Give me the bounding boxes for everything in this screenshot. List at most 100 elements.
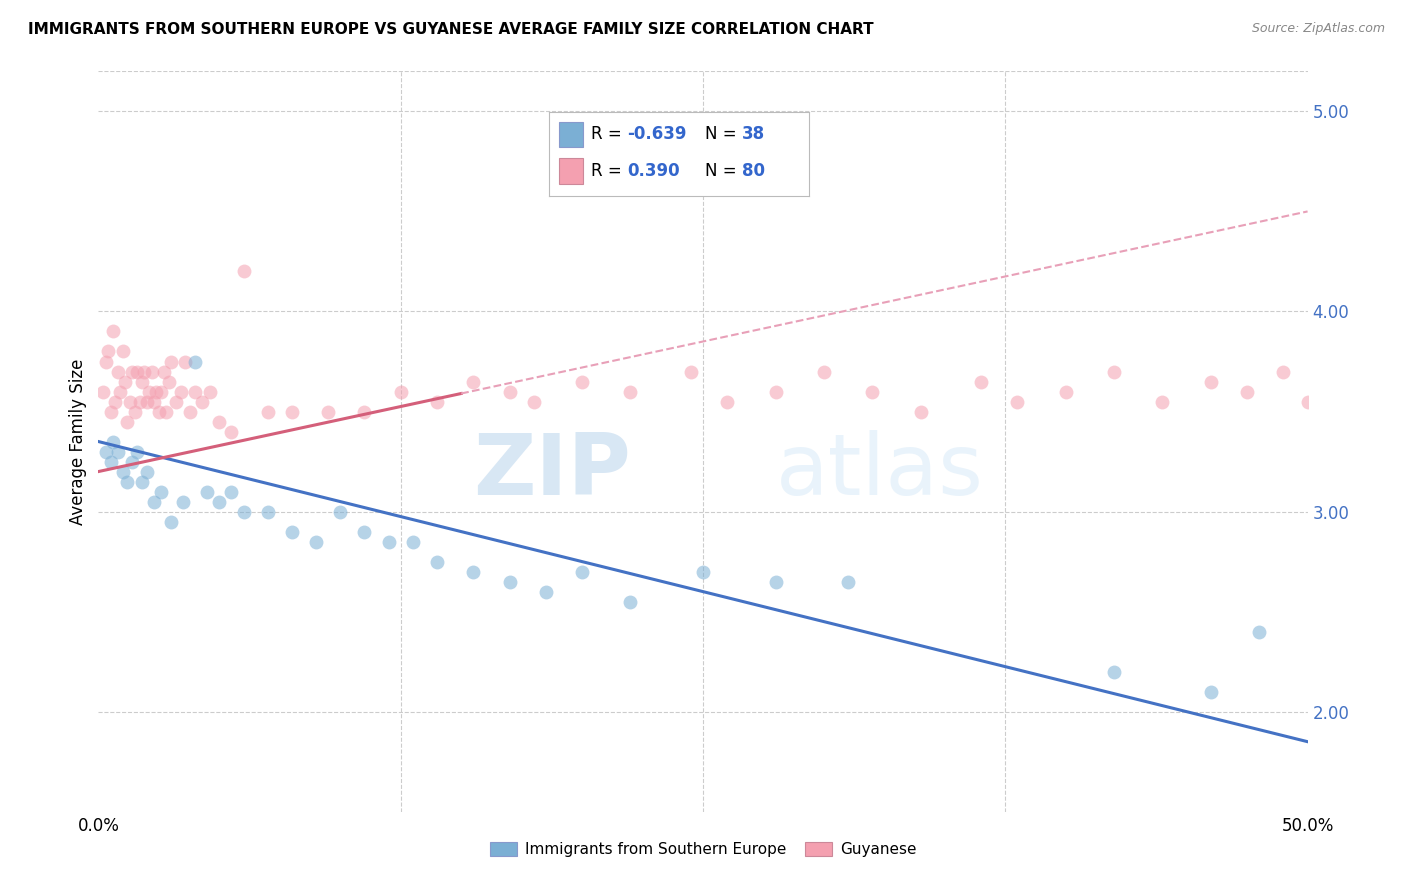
Point: [1320, 375, 1343, 389]
Point: [426, 394, 449, 409]
Point: [127, 364, 149, 378]
Legend: Immigrants from Southern Europe, Guyanese: Immigrants from Southern Europe, Guyanes…: [484, 836, 922, 863]
Point: [619, 594, 641, 608]
Point: [1236, 384, 1258, 399]
Y-axis label: Average Family Size: Average Family Size: [69, 359, 87, 524]
Point: [208, 494, 231, 508]
Point: [208, 415, 231, 429]
Point: [402, 534, 425, 549]
Point: [94, 354, 117, 368]
Point: [765, 384, 787, 399]
Point: [172, 494, 194, 508]
Bar: [560, 121, 583, 147]
Point: [94, 444, 117, 458]
Point: [221, 425, 243, 439]
Point: [389, 384, 412, 399]
Point: [1054, 384, 1077, 399]
Text: atlas: atlas: [776, 430, 984, 513]
Point: [1249, 624, 1271, 639]
Point: [1102, 665, 1125, 679]
Bar: [560, 158, 583, 184]
Point: [141, 364, 163, 378]
Point: [970, 375, 993, 389]
Point: [101, 434, 124, 449]
Point: [179, 404, 201, 418]
Point: [160, 515, 183, 529]
Point: [135, 465, 157, 479]
Point: [523, 394, 546, 409]
Point: [377, 534, 399, 549]
Point: [114, 375, 136, 389]
Text: 38: 38: [741, 126, 765, 144]
Point: [131, 475, 153, 489]
Point: [256, 404, 278, 418]
Point: [316, 404, 339, 418]
Point: [813, 364, 835, 378]
Point: [108, 384, 131, 399]
Point: [1369, 354, 1392, 368]
Point: [679, 364, 702, 378]
Point: [111, 465, 134, 479]
Point: [111, 344, 134, 359]
Point: [97, 344, 120, 359]
Point: [498, 574, 520, 589]
Point: [305, 534, 328, 549]
Text: Source: ZipAtlas.com: Source: ZipAtlas.com: [1251, 22, 1385, 36]
Point: [124, 404, 146, 418]
Point: [534, 584, 557, 599]
Text: ZIP: ZIP: [472, 430, 630, 513]
Point: [1393, 394, 1406, 409]
Point: [1152, 394, 1174, 409]
Point: [221, 484, 243, 499]
Text: 0.390: 0.390: [627, 161, 679, 180]
Point: [1007, 394, 1029, 409]
Point: [91, 384, 114, 399]
Point: [121, 454, 143, 468]
Point: [165, 394, 187, 409]
Point: [150, 384, 173, 399]
Point: [148, 404, 170, 418]
Point: [174, 354, 197, 368]
Point: [498, 384, 520, 399]
Point: [571, 565, 593, 579]
Point: [104, 394, 127, 409]
Point: [353, 404, 375, 418]
Point: [256, 505, 278, 519]
Point: [198, 384, 221, 399]
Point: [138, 384, 160, 399]
Point: [281, 524, 304, 539]
Point: [860, 384, 883, 399]
Point: [184, 354, 207, 368]
Point: [619, 384, 641, 399]
Point: [692, 565, 714, 579]
Point: [910, 404, 932, 418]
Point: [169, 384, 191, 399]
Point: [1296, 394, 1319, 409]
Point: [571, 375, 593, 389]
Point: [463, 375, 485, 389]
Point: [195, 484, 218, 499]
Point: [329, 505, 352, 519]
Point: [107, 444, 129, 458]
Point: [232, 505, 254, 519]
Point: [118, 394, 141, 409]
Point: [184, 384, 207, 399]
Point: [150, 484, 173, 499]
Point: [160, 354, 183, 368]
Point: [463, 565, 485, 579]
Text: R =: R =: [591, 161, 631, 180]
Point: [131, 375, 153, 389]
Text: N =: N =: [706, 161, 742, 180]
Point: [121, 364, 143, 378]
Text: R =: R =: [591, 126, 627, 144]
Point: [1199, 375, 1222, 389]
Point: [152, 364, 174, 378]
Point: [107, 364, 129, 378]
Point: [1102, 364, 1125, 378]
Point: [1199, 684, 1222, 698]
Point: [117, 475, 139, 489]
Point: [143, 394, 166, 409]
Point: [716, 394, 738, 409]
Point: [157, 375, 180, 389]
Point: [127, 444, 149, 458]
